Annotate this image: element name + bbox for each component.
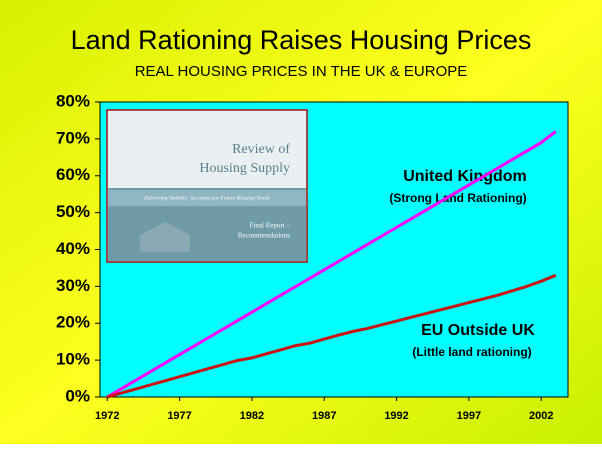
- x-tick-label: 1972: [95, 410, 119, 422]
- y-tick-label: 50%: [56, 202, 90, 221]
- cover-foot: Recommendations: [238, 232, 290, 240]
- y-tick-label: 20%: [56, 313, 90, 332]
- annotation: United Kingdom: [403, 168, 527, 185]
- y-tick-label: 70%: [56, 128, 90, 147]
- annotation: EU Outside UK: [421, 322, 535, 339]
- y-tick-label: 30%: [56, 276, 90, 295]
- y-tick-label: 60%: [56, 165, 90, 184]
- x-tick-label: 1987: [312, 410, 336, 422]
- series-line: [106, 273, 557, 399]
- x-tick-label: 1982: [240, 410, 264, 422]
- x-tick-label: 1992: [384, 410, 408, 422]
- chart-title: Land Rationing Raises Housing Prices: [71, 25, 532, 55]
- cover-shape: [140, 222, 190, 252]
- cover-band: [108, 190, 306, 206]
- y-tick-label: 10%: [56, 350, 90, 369]
- cover-title: Housing Supply: [199, 161, 290, 176]
- y-tick-label: 40%: [56, 239, 90, 258]
- cover-title: Review of: [232, 142, 290, 157]
- cover-band-text: Delivering Stability: Securing our Futur…: [143, 195, 270, 201]
- cover-foot: Final Report –: [250, 222, 291, 230]
- x-tick-label: 1997: [457, 410, 481, 422]
- annotation: (Little land rationing): [412, 345, 531, 359]
- y-tick-label: 0%: [65, 386, 90, 405]
- report-cover: Review of Housing Supply Delivering Stab…: [106, 109, 308, 263]
- x-tick-label: 2002: [529, 410, 553, 422]
- chart-subtitle: REAL HOUSING PRICES IN THE UK & EUROPE: [135, 63, 468, 80]
- series-line: [106, 130, 557, 399]
- annotation: (Strong Land Rationing): [389, 191, 526, 205]
- x-tick-label: 1977: [167, 410, 191, 422]
- y-tick-label: 80%: [56, 91, 90, 110]
